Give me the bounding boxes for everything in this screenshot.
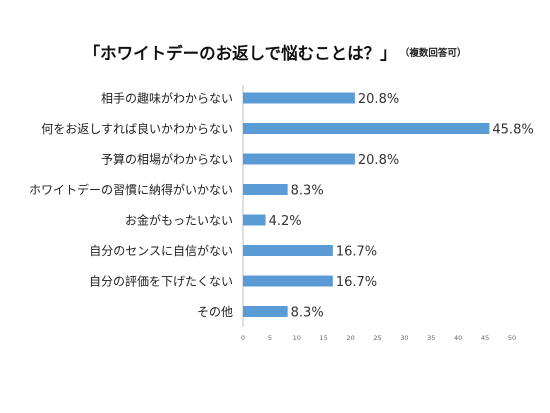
- x-tick-label: 0: [241, 334, 245, 342]
- bar: [243, 153, 355, 165]
- bar: [243, 123, 490, 134]
- category-label: 自分の評価を下げたくない: [89, 274, 233, 289]
- data-label: 16.7%: [336, 245, 377, 260]
- x-tick-label: 20: [346, 334, 354, 342]
- x-tick-label: 40: [454, 334, 462, 342]
- data-label: 16.7%: [336, 275, 377, 290]
- chart-title-row: 「ホワイトデーのお返しで悩むことは？」 （複数回答可）: [0, 40, 550, 64]
- x-tick-label: 5: [268, 334, 272, 342]
- x-tick-label: 50: [508, 334, 516, 342]
- data-label: 4.2%: [269, 214, 302, 229]
- data-label: 45.8%: [492, 123, 533, 138]
- category-label: 自分のセンスに自信がない: [89, 243, 233, 258]
- data-label: 8.3%: [291, 184, 324, 199]
- data-label: 20.8%: [358, 92, 399, 107]
- x-tick-label: 30: [400, 334, 408, 342]
- category-label: ホワイトデーの習慣に納得がいかない: [29, 182, 233, 197]
- data-label: 20.8%: [358, 153, 399, 168]
- bar: [243, 245, 333, 256]
- bar: [243, 275, 333, 287]
- bar: [243, 92, 355, 104]
- category-label: その他: [197, 305, 233, 319]
- data-label: 8.3%: [291, 306, 324, 321]
- bar: [243, 214, 266, 226]
- chart-title: 「ホワイトデーのお返しで悩むことは？」: [83, 44, 397, 63]
- bar: [243, 184, 288, 195]
- bar: [243, 306, 288, 317]
- category-label: お金がもったいない: [125, 213, 233, 228]
- x-tick-label: 35: [427, 334, 435, 342]
- category-label: 何をお返しすれば良いかわからない: [41, 121, 233, 136]
- category-label: 相手の趣味がわからない: [101, 91, 233, 106]
- x-tick-label: 25: [373, 334, 381, 342]
- x-tick-label: 45: [481, 334, 489, 342]
- x-tick-label: 15: [320, 334, 328, 342]
- x-tick-label: 10: [293, 334, 301, 342]
- category-label: 予算の相場がわからない: [101, 152, 233, 167]
- chart-subtitle: （複数回答可）: [404, 48, 467, 59]
